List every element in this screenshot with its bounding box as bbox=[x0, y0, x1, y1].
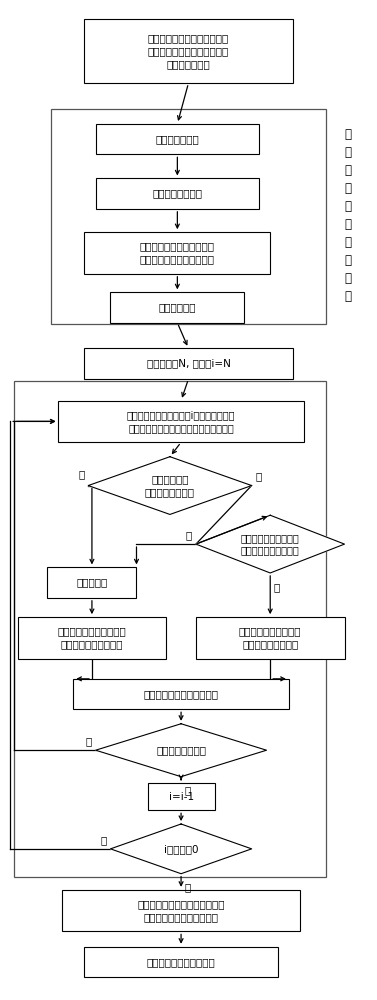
Text: 否: 否 bbox=[101, 835, 107, 845]
FancyBboxPatch shape bbox=[58, 401, 303, 442]
Text: 破禁检查：确认该方案
是否优于当前最优方案: 破禁检查：确认该方案 是否优于当前最优方案 bbox=[241, 533, 300, 556]
Text: 运用交换邻域结构对批次i中的板坯进行备
料优化，产生新的候选方案并评价该方案: 运用交换邻域结构对批次i中的板坯进行备 料优化，产生新的候选方案并评价该方案 bbox=[127, 410, 235, 433]
FancyBboxPatch shape bbox=[74, 679, 289, 709]
Text: 是: 是 bbox=[274, 583, 280, 593]
Text: 是: 是 bbox=[185, 882, 191, 892]
Polygon shape bbox=[110, 824, 251, 874]
Text: 按照热轧计划中板坯的先后
顺序产生初始备料控制方案: 按照热轧计划中板坯的先后 顺序产生初始备料控制方案 bbox=[140, 242, 215, 264]
Text: 选择候选方案中不被禁忌
的最好方案为当前方案: 选择候选方案中不被禁忌 的最好方案为当前方案 bbox=[58, 627, 126, 649]
Text: 放弃该方案: 放弃该方案 bbox=[76, 578, 107, 588]
FancyBboxPatch shape bbox=[148, 783, 215, 810]
FancyBboxPatch shape bbox=[62, 890, 300, 931]
Text: 产
生
初
始
备
料
控
制
方
案: 产 生 初 始 备 料 控 制 方 案 bbox=[345, 128, 352, 303]
Text: 更新当前最优方案并把
该方案作为当前方案: 更新当前最优方案并把 该方案作为当前方案 bbox=[239, 627, 302, 649]
Text: 将所有批次优化备料控制方案合
并得到最终的备料控制方案: 将所有批次优化备料控制方案合 并得到最终的备料控制方案 bbox=[137, 899, 225, 922]
Text: 对板坯进行分类: 对板坯进行分类 bbox=[155, 134, 199, 144]
FancyBboxPatch shape bbox=[110, 292, 244, 323]
FancyBboxPatch shape bbox=[96, 124, 259, 154]
Text: 否: 否 bbox=[78, 469, 84, 479]
Text: 是否满足终止准则: 是否满足终止准则 bbox=[156, 745, 206, 755]
FancyBboxPatch shape bbox=[48, 567, 136, 598]
Polygon shape bbox=[96, 724, 267, 777]
Text: 数据准备：热轧计划板坯、库
中板坯、垛位信息，备料要求
信息和算法参数: 数据准备：热轧计划板坯、库 中板坯、垛位信息，备料要求 信息和算法参数 bbox=[148, 33, 229, 69]
FancyBboxPatch shape bbox=[96, 178, 259, 209]
Text: 确认候选批次
备料方案是否被禁: 确认候选批次 备料方案是否被禁 bbox=[145, 474, 195, 497]
Polygon shape bbox=[88, 457, 251, 514]
FancyBboxPatch shape bbox=[84, 947, 277, 977]
FancyBboxPatch shape bbox=[84, 348, 293, 379]
Text: 统计倒垛板坯集合: 统计倒垛板坯集合 bbox=[152, 189, 202, 199]
FancyBboxPatch shape bbox=[196, 617, 345, 659]
Text: 产生吊机指令: 产生吊机指令 bbox=[159, 303, 196, 313]
FancyBboxPatch shape bbox=[84, 232, 270, 274]
Polygon shape bbox=[196, 515, 345, 573]
FancyBboxPatch shape bbox=[84, 19, 293, 83]
Text: 得到当前方案并更新禁忌表: 得到当前方案并更新禁忌表 bbox=[144, 689, 219, 699]
Text: 是: 是 bbox=[255, 472, 262, 482]
Text: 批次总数为N, 初始化i=N: 批次总数为N, 初始化i=N bbox=[147, 359, 230, 369]
Text: 否: 否 bbox=[86, 736, 92, 746]
Text: i=i-1: i=i-1 bbox=[169, 792, 194, 802]
Text: i是否等于0: i是否等于0 bbox=[164, 844, 198, 854]
Text: 是: 是 bbox=[185, 785, 191, 795]
Text: 输出最终的备料控制方案: 输出最终的备料控制方案 bbox=[147, 957, 215, 967]
FancyBboxPatch shape bbox=[18, 617, 166, 659]
Text: 否: 否 bbox=[186, 530, 192, 540]
